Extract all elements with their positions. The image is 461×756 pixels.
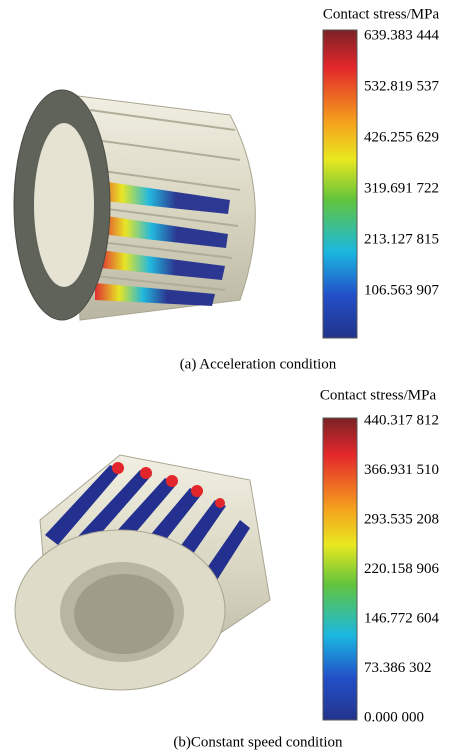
colorbar-label: 213.127 815	[364, 231, 439, 247]
colorbar-label: 106.563 907	[364, 282, 440, 298]
colorbar-label: 146.772 604	[364, 610, 440, 626]
colorbar-label: 220.158 906	[364, 561, 440, 577]
caption: (a) Acceleration condition	[180, 356, 337, 372]
colorbar-label: 426.255 629	[364, 129, 439, 145]
caption: (b)Constant speed condition	[173, 734, 343, 750]
colorbar-label: 639.383 444	[364, 27, 440, 43]
colorbar-title: Contact stress/MPa	[323, 6, 440, 22]
colorbar-label: 0.000 000	[364, 709, 424, 725]
gear-a	[14, 90, 255, 320]
colorbar-label: 366.931 510	[364, 462, 439, 478]
colorbar-label: 532.819 537	[364, 78, 440, 94]
colorbar	[323, 30, 357, 338]
gear-b	[15, 455, 270, 690]
figure: Contact stress/MPa 639.383 444 532.819 53…	[0, 0, 461, 756]
colorbar-label: 293.535 208	[364, 511, 439, 527]
colorbar-label: 440.317 812	[364, 412, 439, 428]
colorbar	[323, 418, 357, 720]
colorbar-label: 73.386 302	[364, 660, 432, 676]
colorbar-label: 319.691 722	[364, 180, 439, 196]
colorbar-title: Contact stress/MPa	[320, 387, 437, 403]
